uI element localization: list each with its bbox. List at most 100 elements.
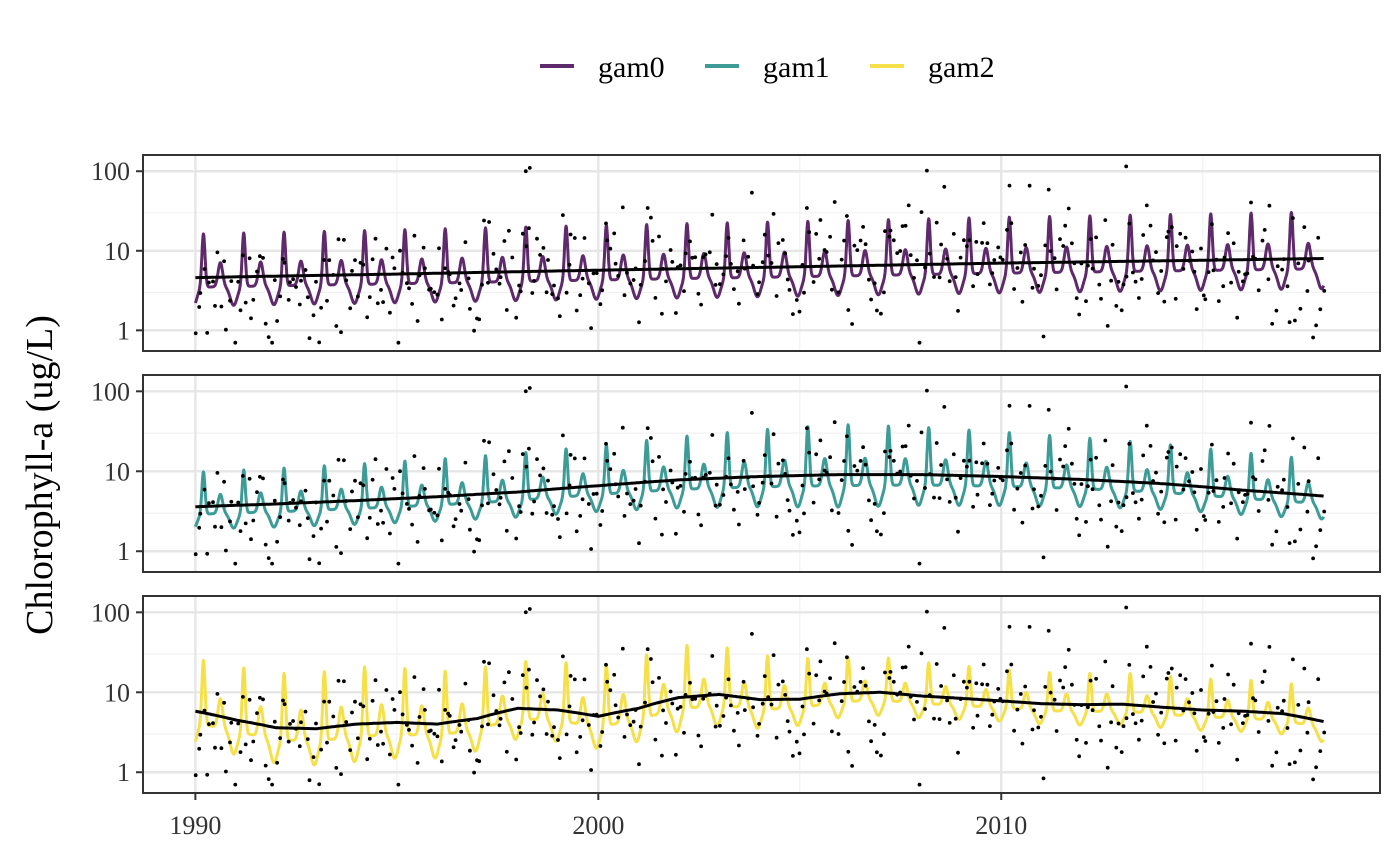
data-point xyxy=(832,200,837,204)
data-point xyxy=(668,689,673,694)
data-point xyxy=(215,471,220,475)
data-point xyxy=(1311,777,1315,782)
data-point xyxy=(207,280,211,285)
data-point xyxy=(303,709,308,714)
data-point xyxy=(750,190,754,195)
data-point xyxy=(472,770,476,775)
data-point xyxy=(325,740,329,745)
data-point xyxy=(1235,315,1240,320)
data-point xyxy=(261,256,265,260)
data-point xyxy=(307,557,312,562)
data-point xyxy=(760,480,765,485)
data-point xyxy=(219,525,224,530)
data-point xyxy=(625,271,629,275)
data-point xyxy=(1181,267,1186,271)
data-point xyxy=(852,464,857,468)
data-point xyxy=(616,494,621,499)
data-point xyxy=(1109,278,1113,283)
data-point xyxy=(895,251,900,256)
data-point xyxy=(580,276,585,281)
data-point xyxy=(1316,677,1321,682)
data-point xyxy=(1201,735,1206,739)
data-point xyxy=(451,303,456,308)
data-point xyxy=(956,529,960,534)
data-point xyxy=(919,430,924,435)
data-point xyxy=(213,745,217,750)
data-point xyxy=(398,690,402,695)
data-point xyxy=(657,455,661,459)
data-point xyxy=(249,316,253,321)
data-point xyxy=(578,514,583,518)
data-point xyxy=(532,720,536,725)
data-point xyxy=(1322,509,1327,514)
data-point xyxy=(1235,757,1240,762)
data-point xyxy=(270,340,274,345)
data-point xyxy=(358,260,363,265)
data-point xyxy=(1099,296,1103,301)
data-point xyxy=(373,678,378,683)
data-point xyxy=(1099,738,1103,743)
data-point xyxy=(900,224,905,229)
data-point xyxy=(696,733,701,738)
data-point xyxy=(263,542,268,547)
data-point xyxy=(1039,714,1043,719)
data-point xyxy=(1221,284,1226,289)
data-point xyxy=(502,239,507,243)
data-point xyxy=(710,654,715,658)
data-point xyxy=(1270,321,1275,326)
data-point xyxy=(530,291,535,295)
data-point xyxy=(932,495,936,500)
data-point xyxy=(557,756,562,760)
data-point xyxy=(502,459,507,464)
data-point xyxy=(751,484,755,489)
data-point xyxy=(598,302,603,307)
data-point xyxy=(353,258,357,262)
data-point xyxy=(696,512,701,517)
data-point xyxy=(762,232,767,237)
data-point xyxy=(564,511,569,516)
data-point xyxy=(714,703,719,708)
data-point xyxy=(1166,229,1171,234)
data-point xyxy=(956,309,960,313)
data-point xyxy=(1070,682,1074,687)
x-tick-label: 2010 xyxy=(975,811,1027,840)
data-point xyxy=(1088,237,1093,242)
data-point xyxy=(443,266,447,271)
data-point xyxy=(721,272,726,277)
data-point xyxy=(392,708,397,712)
data-point xyxy=(967,679,972,684)
data-point xyxy=(1249,420,1253,425)
data-point xyxy=(344,278,349,283)
data-point xyxy=(882,511,886,515)
data-point xyxy=(367,736,372,741)
data-point xyxy=(1322,289,1327,293)
data-point xyxy=(882,290,886,295)
data-point xyxy=(858,680,863,684)
data-point xyxy=(714,262,719,266)
data-point xyxy=(517,725,521,730)
data-point xyxy=(224,548,228,553)
data-point xyxy=(432,290,437,294)
data-point xyxy=(771,432,776,437)
data-point xyxy=(925,388,929,393)
data-point xyxy=(538,694,542,699)
data-point xyxy=(487,661,491,666)
data-point xyxy=(381,741,385,746)
data-point xyxy=(1287,762,1292,766)
data-point xyxy=(735,490,740,494)
data-point xyxy=(375,743,380,747)
data-point xyxy=(817,256,822,261)
data-point xyxy=(996,687,1001,691)
data-point xyxy=(229,499,234,504)
data-point xyxy=(797,751,802,756)
data-point xyxy=(339,330,343,335)
data-point xyxy=(417,715,422,719)
data-point xyxy=(1032,487,1036,492)
data-point xyxy=(939,463,943,467)
data-point xyxy=(1119,750,1124,754)
data-point xyxy=(1127,221,1132,226)
panel-border xyxy=(142,154,1381,352)
data-point xyxy=(524,464,529,469)
y-tick-label: 100 xyxy=(91,377,130,406)
